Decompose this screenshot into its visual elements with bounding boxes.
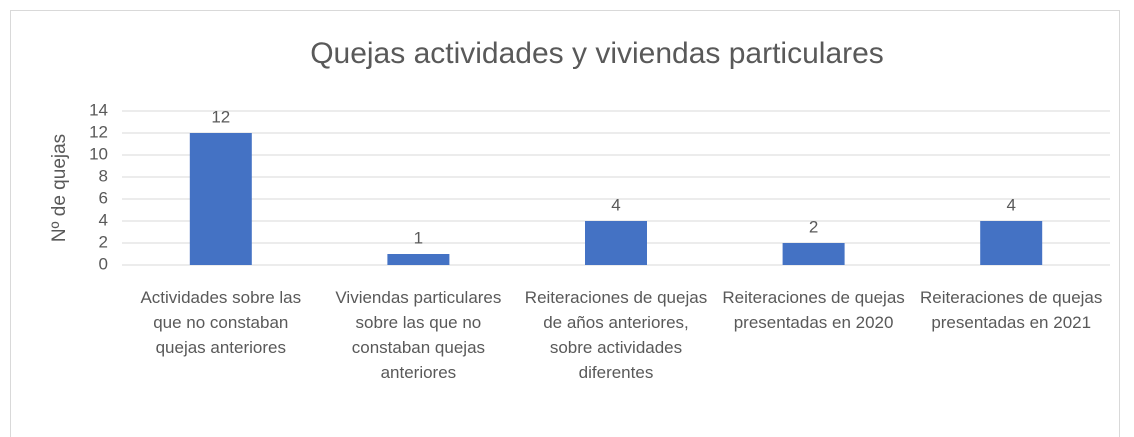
bar (189, 133, 252, 265)
y-tick-label: 10 (89, 144, 108, 163)
data-label: 2 (809, 217, 818, 236)
y-tick-label: 14 (89, 100, 108, 119)
data-label: 4 (1006, 195, 1015, 214)
x-tick-label: Reiteraciones de quejas presentadas en 2… (722, 288, 905, 332)
chart-title: Quejas actividades y viviendas particula… (310, 37, 884, 70)
x-tick-label: Reiteraciones de quejas de años anterior… (524, 288, 708, 382)
y-tick-label: 2 (99, 232, 108, 251)
bar (387, 254, 450, 265)
y-tick-label: 4 (99, 210, 108, 229)
x-tick-label: Actividades sobre las que no constaban q… (140, 288, 302, 357)
chart-frame (10, 10, 1120, 437)
x-tick-label: Viviendas particulares sobre las que no … (335, 288, 502, 382)
y-tick-label: 6 (99, 188, 108, 207)
y-tick-label: 0 (99, 254, 108, 273)
y-tick-label: 8 (99, 166, 108, 185)
data-label: 12 (211, 107, 230, 126)
data-label: 1 (414, 228, 423, 247)
bar (980, 221, 1043, 265)
data-label: 4 (611, 195, 620, 214)
y-axis-label: Nº de quejas (49, 134, 70, 242)
x-tick-label: Reiteraciones de quejas presentadas en 2… (919, 288, 1103, 332)
bar (782, 243, 845, 265)
bar (585, 221, 647, 265)
y-tick-label: 12 (89, 122, 108, 141)
